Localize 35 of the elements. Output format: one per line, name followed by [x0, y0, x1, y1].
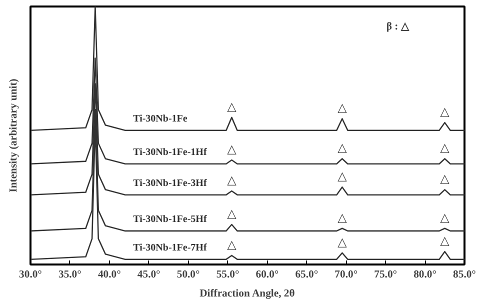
- annotation: △: [440, 104, 450, 119]
- x-tick-label: 45.0°: [137, 270, 160, 280]
- x-tick-label: 85.0°: [453, 270, 476, 280]
- x-tick-label: 50.0°: [176, 270, 200, 280]
- series-label: Ti-30Nb-1Fe-7Hf: [133, 242, 208, 254]
- series-label: Ti-30Nb-1Fe-5Hf: [133, 214, 208, 225]
- x-tick-label: 55.0°: [216, 270, 240, 280]
- x-tick-label: 80.0°: [414, 270, 437, 280]
- annotation: △: [440, 140, 450, 155]
- annotation: △: [338, 234, 348, 249]
- x-tick-label: 60.0°: [256, 270, 279, 280]
- x-axis-title: Diffraction Angle, 2θ: [200, 288, 296, 300]
- series-label: Ti-30Nb-1Fe-3Hf: [133, 178, 208, 189]
- annotation: △: [338, 100, 348, 115]
- annotation: △: [338, 210, 348, 224]
- x-tick-label: 35.0°: [58, 270, 82, 280]
- x-tick-label: 65.0°: [295, 270, 318, 280]
- annotation: △: [338, 169, 348, 184]
- y-axis-title: Intensity (arbitrary unit): [8, 78, 20, 192]
- x-tick-label: 40.0°: [98, 270, 121, 280]
- annotation: △: [440, 234, 450, 248]
- annotation: △: [440, 210, 450, 224]
- annotation: △: [440, 172, 450, 186]
- annotation: △: [227, 172, 238, 187]
- annotation: △: [227, 237, 238, 252]
- x-tick-label: 75.0°: [374, 270, 398, 280]
- annotation: △: [227, 99, 238, 114]
- x-tick-label: 30.0°: [19, 270, 42, 280]
- annotation: β : △: [386, 21, 410, 32]
- series-label: Ti-30Nb-1Fe: [133, 113, 188, 124]
- series-label: Ti-30Nb-1Fe-1Hf: [133, 146, 208, 158]
- annotation: △: [227, 142, 238, 156]
- x-tick-label: 70.0°: [334, 270, 358, 280]
- annotation: △: [227, 206, 238, 221]
- annotation: △: [338, 140, 348, 155]
